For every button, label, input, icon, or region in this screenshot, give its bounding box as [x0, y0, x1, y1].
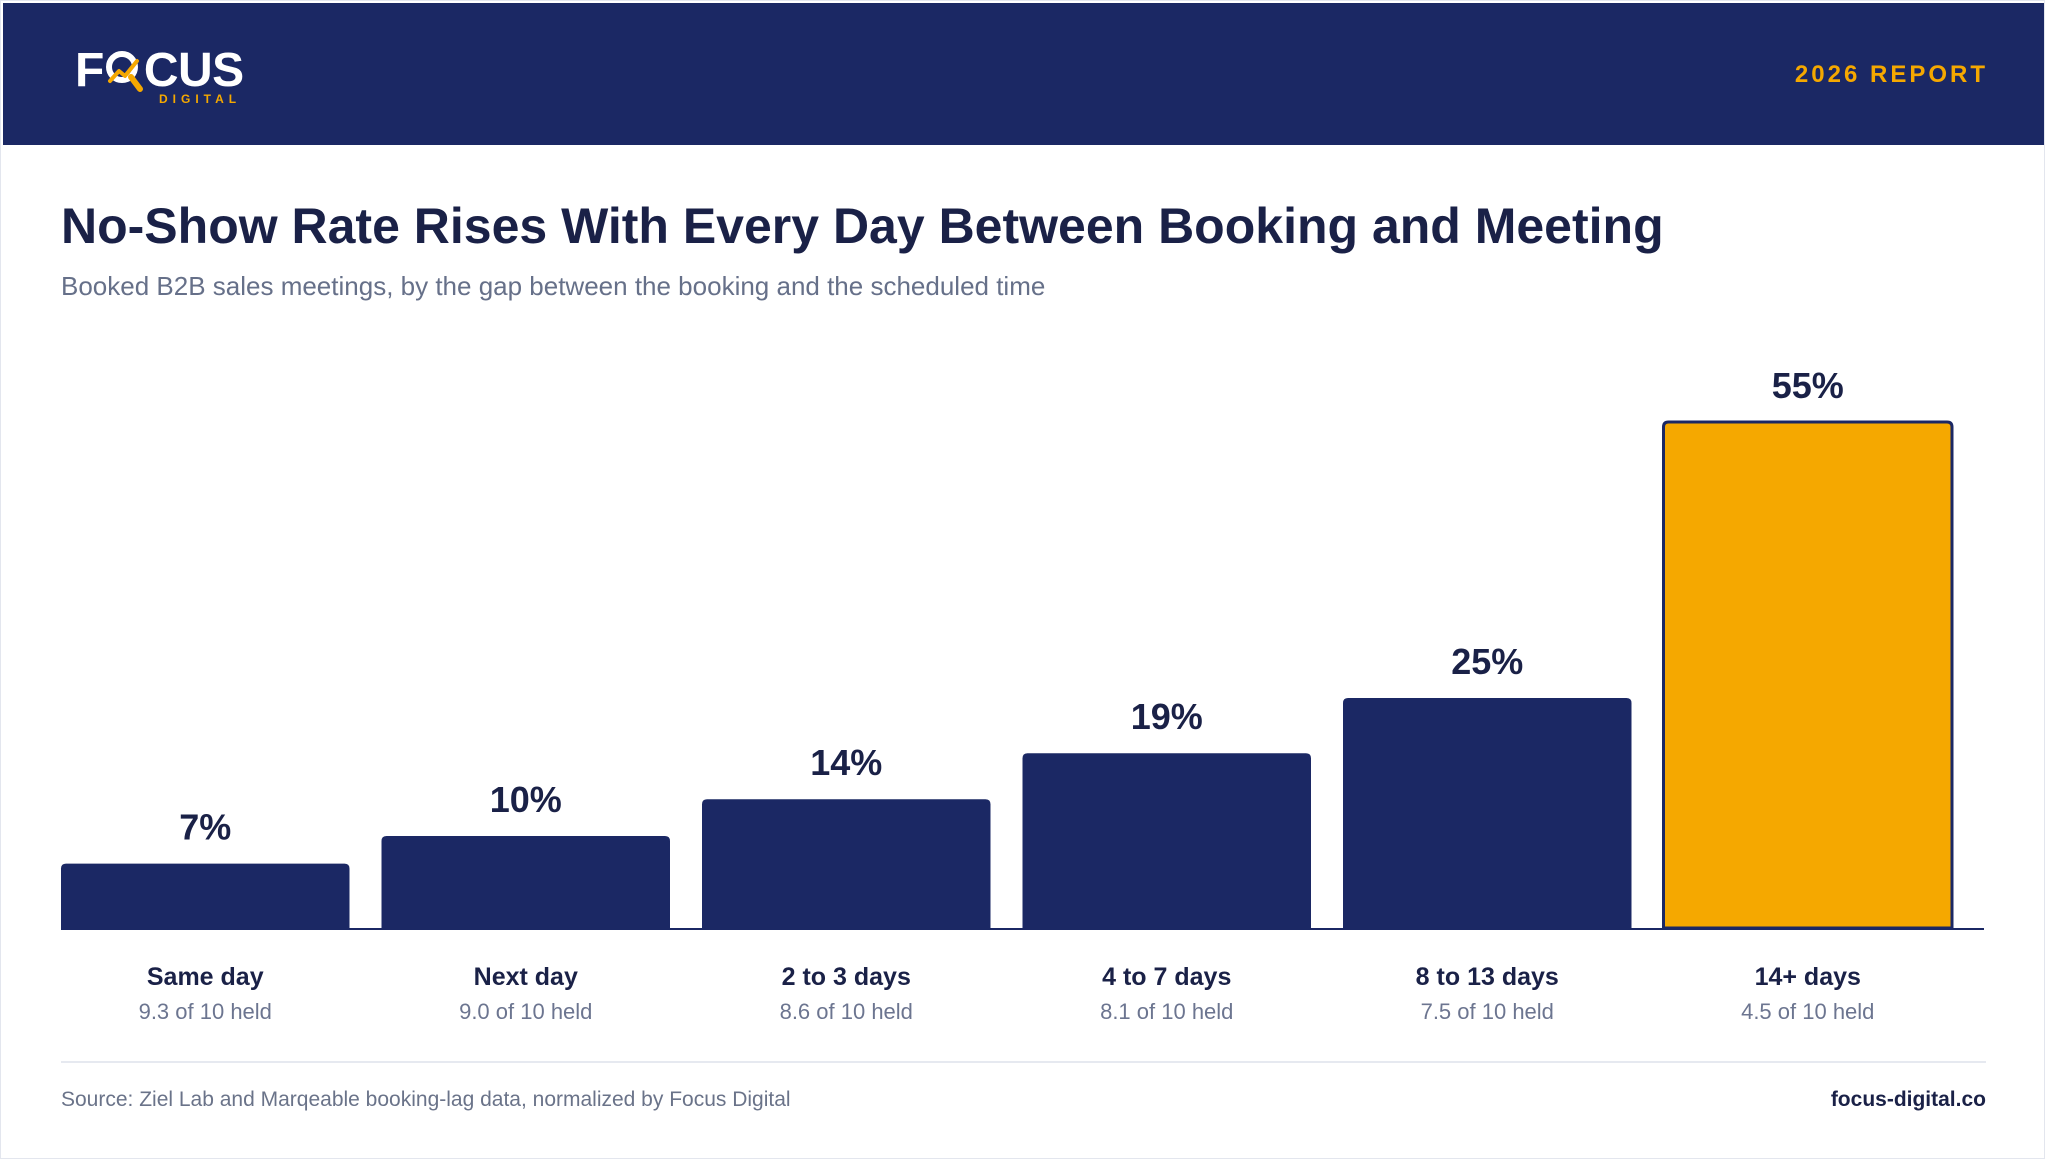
header-bar: F CUS DIGITAL 2026 REPORT	[3, 3, 2044, 145]
focus-digital-logo: F CUS DIGITAL	[75, 47, 245, 107]
category-label-5: 8 to 13 days	[1416, 963, 1559, 991]
magnifier-chart-icon	[105, 51, 143, 92]
bar-2	[381, 836, 670, 928]
source-note: Source: Ziel Lab and Marqeable booking-l…	[61, 1088, 791, 1111]
bar-5	[1343, 698, 1632, 928]
bar-value-label-4: 19%	[1131, 696, 1203, 737]
report-year-label: 2026 REPORT	[1794, 61, 1988, 88]
bar-4	[1022, 753, 1311, 928]
category-label-3: 2 to 3 days	[782, 963, 911, 991]
bar-value-label-1: 7%	[179, 807, 231, 848]
category-sublabel-4: 8.1 of 10 held	[1100, 999, 1233, 1024]
footer-divider	[61, 1061, 1986, 1063]
website-link[interactable]: focus-digital.co	[1830, 1088, 1986, 1111]
logo-subtitle: DIGITAL	[159, 92, 242, 106]
category-label-1: Same day	[147, 963, 264, 991]
category-sublabel-5: 7.5 of 10 held	[1421, 999, 1554, 1024]
bar-value-label-6: 55%	[1772, 365, 1844, 406]
category-sublabel-3: 8.6 of 10 held	[780, 999, 913, 1024]
logo-letters-cus: CUS	[143, 44, 244, 97]
category-label-4: 4 to 7 days	[1102, 963, 1231, 991]
category-label-6: 14+ days	[1755, 963, 1861, 991]
logo-wordmark: F CUS	[75, 47, 244, 95]
category-sublabel-1: 9.3 of 10 held	[139, 999, 272, 1024]
category-sublabel-6: 4.5 of 10 held	[1741, 999, 1874, 1024]
chart-title: No-Show Rate Rises With Every Day Betwee…	[61, 198, 1664, 254]
chart-subtitle: Booked B2B sales meetings, by the gap be…	[61, 271, 1046, 301]
bar-value-label-5: 25%	[1451, 641, 1523, 682]
category-label-2: Next day	[474, 963, 578, 991]
bar-value-label-3: 14%	[810, 742, 882, 783]
bar-3	[702, 799, 991, 928]
logo-letter-f: F	[75, 44, 104, 97]
bar-value-label-2: 10%	[490, 779, 562, 820]
category-sublabel-2: 9.0 of 10 held	[459, 999, 592, 1024]
bar-6	[1662, 420, 1954, 930]
bar-chart: 7% Same day 9.3 of 10 held 10% Next day 9.0 o…	[61, 365, 1984, 1024]
bar-1	[61, 863, 350, 928]
